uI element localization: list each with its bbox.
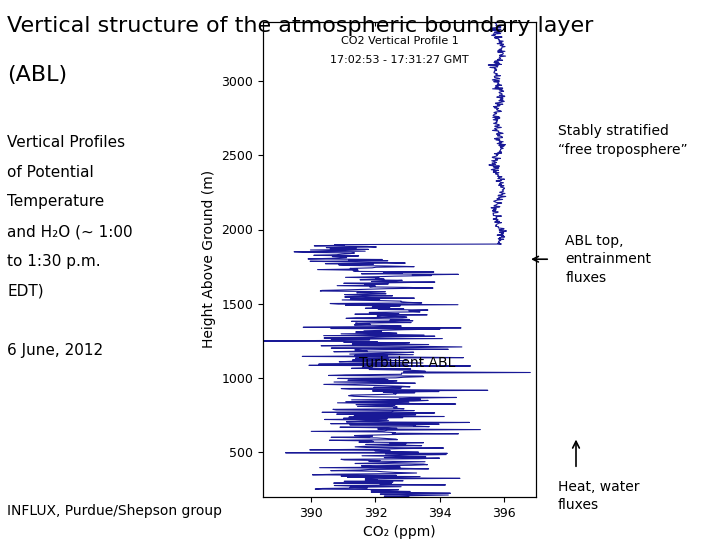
Text: and H₂O (~ 1:00: and H₂O (~ 1:00	[7, 224, 132, 239]
Text: INFLUX, Purdue/Shepson group: INFLUX, Purdue/Shepson group	[7, 504, 222, 518]
Text: Temperature: Temperature	[7, 194, 104, 210]
Text: of Potential: of Potential	[7, 165, 94, 180]
Text: (ABL): (ABL)	[7, 65, 68, 85]
Text: 6 June, 2012: 6 June, 2012	[7, 343, 104, 358]
Text: EDT): EDT)	[7, 284, 44, 299]
Y-axis label: Height Above Ground (m): Height Above Ground (m)	[202, 170, 216, 348]
Text: Turbulent ABL: Turbulent ABL	[359, 356, 455, 370]
Text: Heat, water
fluxes: Heat, water fluxes	[558, 480, 639, 512]
Text: Vertical structure of the atmospheric boundary layer: Vertical structure of the atmospheric bo…	[7, 16, 593, 36]
Text: Vertical Profiles: Vertical Profiles	[7, 135, 125, 150]
Text: to 1:30 p.m.: to 1:30 p.m.	[7, 254, 101, 269]
X-axis label: CO₂ (ppm): CO₂ (ppm)	[364, 525, 436, 539]
Text: Stably stratified
“free troposphere”: Stably stratified “free troposphere”	[558, 124, 688, 157]
Text: ABL top,
entrainment
fluxes: ABL top, entrainment fluxes	[565, 234, 651, 285]
Text: 17:02:53 - 17:31:27 GMT: 17:02:53 - 17:31:27 GMT	[330, 55, 469, 65]
Text: CO2 Vertical Profile 1: CO2 Vertical Profile 1	[341, 36, 459, 46]
